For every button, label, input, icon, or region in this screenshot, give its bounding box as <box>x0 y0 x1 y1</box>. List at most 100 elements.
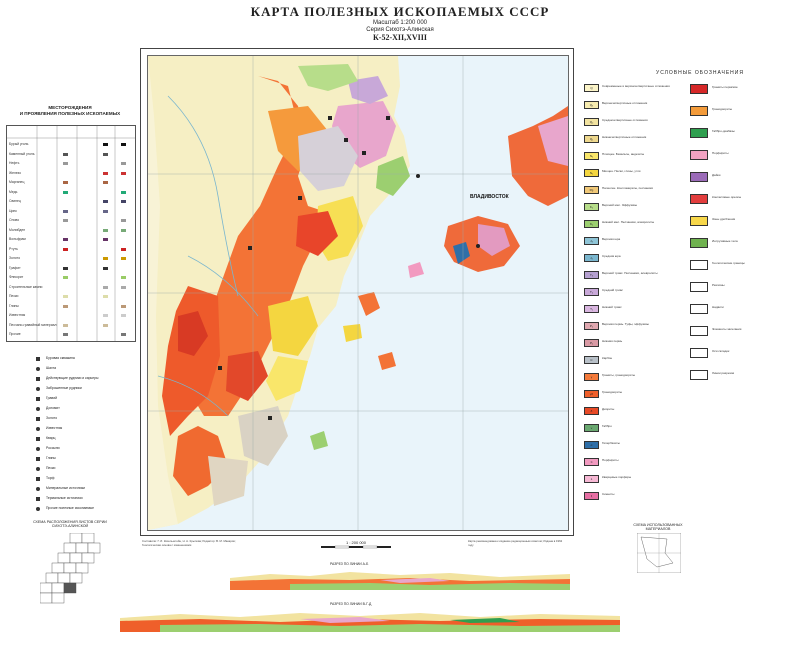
legend-text: Гипербазиты <box>602 441 620 445</box>
legend-text: Кварцевые порфиры <box>602 475 632 479</box>
legend-sign-swatch <box>690 282 708 292</box>
legend-swatch: Pg <box>584 186 599 194</box>
deposit-row-label: Песчано-гравийный материал <box>9 322 57 327</box>
symbol-marker <box>36 507 40 511</box>
deposit-row-label: Железо <box>9 170 22 175</box>
neogene-yellow-2 <box>268 296 318 356</box>
deposit-symbol <box>103 257 108 260</box>
lowland-gray-2 <box>208 456 248 506</box>
legend-swatch: J₃ <box>584 237 599 245</box>
deposit-symbol <box>121 143 126 146</box>
symbol-label: Действующие рудники и карьеры <box>46 376 99 380</box>
legend-panel: УСЛОВНЫЕ ОБОЗНАЧЕНИЯ Q Современные и верх… <box>580 70 795 540</box>
legend-sign-swatch <box>690 216 708 226</box>
symbol-marker <box>36 457 40 461</box>
legend-sign-swatch <box>690 370 708 380</box>
symbol-label: Торф <box>46 476 55 480</box>
deposit-symbol <box>103 314 108 317</box>
scale-caption: Масштаб 1:200 000 <box>372 20 428 26</box>
symbol-marker <box>36 417 40 421</box>
symbol-marker <box>36 497 40 501</box>
legend-swatch: T₂ <box>584 288 599 296</box>
deposit-symbol <box>103 143 108 146</box>
deposits-table-subtitle: И ПРОЯВЛЕНИЯ ПОЛЕЗНЫХ ИСКОПАЕМЫХ <box>19 111 121 116</box>
deposit-symbol <box>63 209 68 213</box>
sheet-scheme-graphic <box>40 533 101 604</box>
legend-text: Верхний триас. Песчаники, алевролиты <box>602 271 658 275</box>
deposit-symbol <box>103 295 108 298</box>
deposit-row-label: Свинец <box>9 199 21 203</box>
deposit-row-label: Нефть <box>9 161 20 165</box>
cross-section-2 <box>120 613 620 632</box>
legend-swatch: Q <box>584 84 599 92</box>
symbol-marker <box>36 487 40 491</box>
legend-swatch: π <box>584 458 599 466</box>
gray-zone <box>298 126 358 191</box>
deposits-table-panel: МЕСТОРОЖДЕНИЯ И ПРОЯВЛЕНИЯ ПОЛЕЗНЫХ ИСКО… <box>6 105 136 342</box>
legend-swatch: T₁ <box>584 305 599 313</box>
symbol-marker <box>36 407 40 411</box>
map-grid <box>148 56 568 530</box>
deposit-symbol <box>63 295 68 298</box>
deposit-symbol <box>121 171 126 175</box>
symbol-label: Россыпи <box>46 446 60 450</box>
deposit-symbol <box>103 323 108 327</box>
deposit-row-label: Каменный уголь <box>9 151 35 156</box>
deposit-marker <box>362 151 366 155</box>
neogene-yellow-3 <box>266 356 308 401</box>
symbol-label: Прочие полезные ископаемые <box>46 506 95 510</box>
legend-swatch: σ <box>584 441 599 449</box>
legend-sign-swatch <box>690 348 708 358</box>
symbol-label: Буровая скважина <box>46 356 75 360</box>
deposit-row-label: Ртуть <box>9 246 18 251</box>
deposit-symbol <box>103 228 108 232</box>
legend-swatch: T₃ <box>584 271 599 279</box>
legend-swatch: C <box>584 356 599 364</box>
symbol-marker <box>36 377 40 381</box>
deposit-marker <box>298 196 302 200</box>
legend-title: УСЛОВНЫЕ ОБОЗНАЧЕНИЯ <box>656 70 744 76</box>
legend-sign-text: Контактовые ореолы <box>712 195 742 199</box>
legend-swatch: J₂ <box>584 254 599 262</box>
legend-sign-text: Разломы <box>712 283 725 287</box>
island-small-4 <box>378 352 396 370</box>
deposit-row-label: Молибден <box>9 227 26 232</box>
deposit-row-label: Пески <box>9 294 19 298</box>
symbol-label: Кварц <box>46 436 56 440</box>
legend-swatch: K₁ <box>584 220 599 228</box>
legend-swatch: ν <box>584 424 599 432</box>
materials-scheme-graphic <box>637 533 681 573</box>
deposit-row-label: Флюорит <box>9 275 24 279</box>
symbol-marker <box>36 477 40 481</box>
legend-sign-swatch <box>690 194 708 204</box>
cretaceous-green-1 <box>298 64 358 91</box>
legend-text: Верхняя юра <box>602 237 621 241</box>
publication-note: Карта рекомендована к изданию редакционн… <box>468 539 563 547</box>
deposit-symbol <box>103 209 108 213</box>
deposit-symbol <box>121 228 126 232</box>
deposit-symbol <box>63 190 68 194</box>
deposit-symbol <box>63 266 68 270</box>
deposit-symbol <box>63 333 68 336</box>
deposit-symbol <box>121 200 126 203</box>
deposit-symbol <box>63 219 68 222</box>
island-small-2 <box>343 324 362 342</box>
deposit-symbol <box>63 247 68 251</box>
legend-sign-swatch <box>690 238 708 248</box>
symbol-label: Золото <box>46 416 58 420</box>
deposit-symbol <box>103 238 108 241</box>
deposit-row-label: Строительные камни <box>9 284 43 289</box>
symbol-label: Доломит <box>46 406 60 410</box>
legend-sign-swatch <box>690 172 708 182</box>
legend-sign-text: Элементы залегания <box>712 327 742 331</box>
symbol-label: Гравий <box>46 396 58 400</box>
legend-text: Нижняя пермь <box>602 339 623 343</box>
deposit-symbol <box>63 162 68 165</box>
symbol-label: Глины <box>46 456 56 460</box>
legend-sign-text: Зоны дробления <box>712 217 736 221</box>
island-small-3 <box>310 431 328 450</box>
legend-swatch: γδ <box>584 390 599 398</box>
section-1-label: РАЗРЕЗ ПО ЛИНИИ А-Б <box>330 562 369 566</box>
legend-text: Плиоцен. Базальты, андезиты <box>602 152 645 156</box>
deposit-row-label: Бурый уголь <box>9 142 29 146</box>
